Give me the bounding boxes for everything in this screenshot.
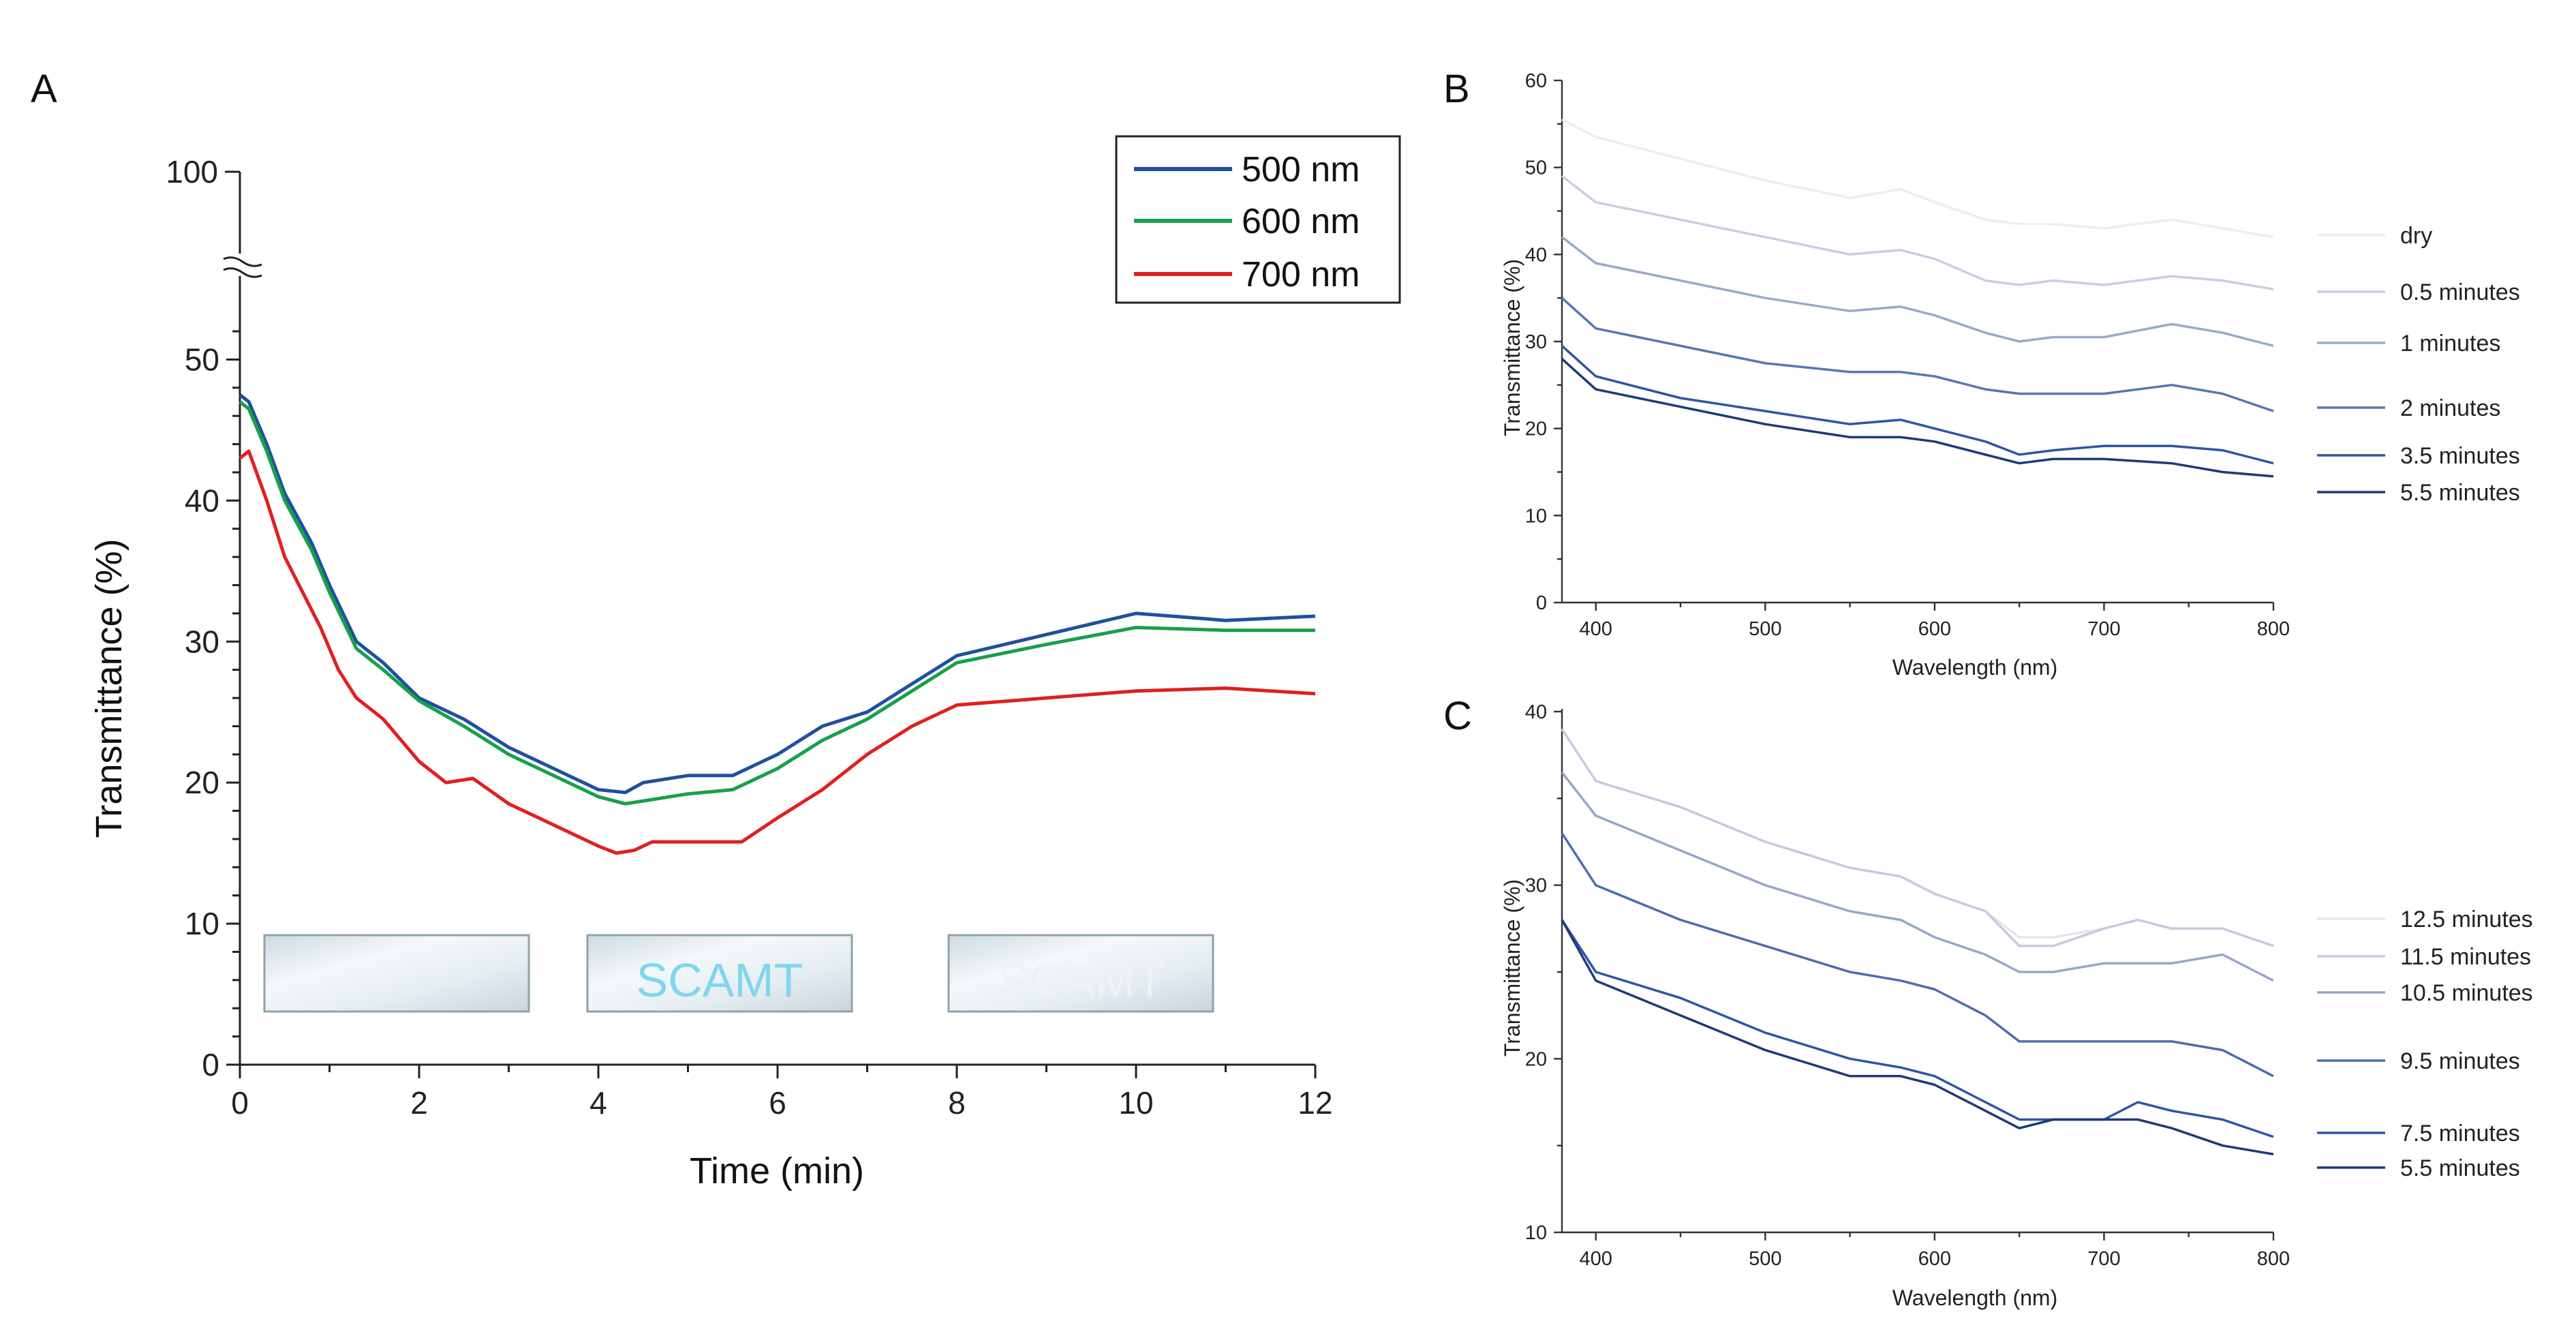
panel-c-legend-label-10-5-minutes: 10.5 minutes [2400, 980, 2533, 1006]
panel-c-x-tick-label: 400 [1580, 1248, 1612, 1270]
panel-b-y-tick-label: 40 [1525, 244, 1547, 266]
panel-a-x-tick-label: 0 [231, 1085, 249, 1121]
panel-c-series-7-5-minutes [1561, 919, 2274, 1138]
panel-b-legend-label-dry: dry [2400, 223, 2432, 249]
panel-b-y-tick-label: 30 [1525, 331, 1547, 353]
panel-c-y-axis-label: Transmittance (%) [1500, 879, 1524, 1056]
sample-thumbnails: SCAMT SCAMT [263, 934, 1214, 1013]
panel-b-series-1-minutes [1561, 236, 2274, 348]
panel-a-y-tick-label: 40 [185, 483, 219, 518]
panel-a-y-axis-label: Transmittance (%) [89, 538, 129, 838]
panel-c-y-tick-label: 10 [1525, 1222, 1547, 1244]
panel-b-y-tick-label: 60 [1525, 70, 1547, 92]
panel-a-x-tick-label: 6 [769, 1085, 786, 1121]
legend-label-700nm: 700 nm [1242, 255, 1360, 294]
panel-a-x-tick-label: 10 [1118, 1085, 1153, 1121]
panel-c-legend-label-7-5-minutes: 7.5 minutes [2400, 1121, 2520, 1146]
panel-c-series-11-5-minutes [1561, 728, 2274, 947]
panel-a-x-tick-label: 2 [410, 1085, 428, 1121]
panel-b-x-tick-label: 400 [1580, 618, 1612, 640]
panel-c-y-tick-label: 40 [1525, 701, 1547, 723]
panel-c-legend: 12.5 minutes 11.5 minutes 10.5 minutes 9.5 … [2317, 907, 2533, 1181]
panel-b-y-tick-label: 20 [1525, 419, 1547, 440]
panel-c-x-axis-label: Wavelength (nm) [1892, 1286, 2057, 1310]
panel-c-letter: C [1443, 694, 1472, 738]
panel-a-x-tick-label: 8 [948, 1085, 966, 1121]
sample-8min-thumbnail [947, 934, 1214, 1013]
panel-b-legend-label-0-5-minutes: 0.5 minutes [2400, 279, 2520, 305]
panel-c-x-tick-label: 800 [2257, 1248, 2290, 1270]
panel-b-ticks: 400 500 600 700 800 0 10 20 30 40 50 60 [1525, 70, 2290, 640]
panel-c-series-9-5-minutes [1561, 832, 2274, 1078]
series-line-600-nm [239, 400, 1315, 806]
panel-a-y-tick-label: 50 [185, 341, 219, 377]
panel-c-x-tick-label: 700 [2087, 1248, 2120, 1270]
panel-b-legend-label-1-minutes: 1 minutes [2400, 331, 2500, 356]
panel-c-legend-label-11-5-minutes: 11.5 minutes [2400, 944, 2531, 970]
panel-b-series-2-minutes [1561, 297, 2274, 412]
panel-b-y-tick-label: 50 [1525, 157, 1547, 179]
panel-c-x-tick-label: 600 [1918, 1248, 1951, 1270]
panel-b-x-tick-label: 600 [1918, 618, 1951, 640]
panel-b-x-tick-label: 700 [2087, 618, 2120, 640]
panel-b-y-axis-label: Transmittance (%) [1500, 259, 1524, 436]
series-line-700-nm [239, 449, 1316, 855]
panel-c-legend-label-12-5-minutes: 12.5 minutes [2400, 907, 2533, 932]
panel-a-y-tick-label: 10 [185, 906, 219, 941]
panel-a-lines [239, 393, 1316, 855]
panel-c-x-tick-label: 500 [1749, 1248, 1781, 1270]
panel-c-y-tick-label: 20 [1525, 1048, 1547, 1070]
panel-a-y-tick-label: 20 [185, 765, 219, 800]
panel-c-lines [1561, 728, 2274, 1156]
panel-b-series-5-5-minutes [1561, 358, 2274, 478]
panel-a-ticks: 0 2 4 6 8 10 12 0 10 20 30 40 50 [185, 330, 1333, 1121]
panel-b-legend-label-3-5-minutes: 3.5 minutes [2400, 443, 2520, 469]
panel-b-y-tick-label: 0 [1536, 592, 1547, 614]
panel-a-y-tick-label-100: 100 [166, 154, 218, 189]
panel-b-letter: B [1443, 67, 1470, 111]
series-line-500-nm [239, 393, 1316, 795]
panel-b-x-axis-label: Wavelength (nm) [1892, 655, 2057, 680]
panel-c-series-5-5-minutes [1561, 919, 2274, 1156]
panel-c-series-12-5-minutes [1561, 728, 2274, 947]
panel-c-ticks: 400 500 600 700 800 10 20 30 40 [1525, 701, 2290, 1270]
panel-b-legend-label-2-minutes: 2 minutes [2400, 395, 2500, 421]
legend-label-600nm: 600 nm [1242, 202, 1360, 241]
panel-a-legend: 500 nm 600 nm 700 nm [1115, 135, 1401, 304]
legend-label-500nm: 500 nm [1242, 150, 1360, 189]
sample-8min-text: SCAMT [998, 954, 1165, 1007]
panel-c-axes [1561, 709, 2273, 1234]
panel-a-y-tick-label: 0 [202, 1047, 219, 1082]
panel-b-lines [1561, 118, 2274, 478]
panel-b-y-tick-label: 10 [1525, 505, 1547, 527]
panel-b-series-3-5-minutes [1561, 345, 2274, 465]
panel-b-chart: B Transmittance (%) Wavelength (nm) 400 5… [1443, 67, 2520, 680]
panel-a-x-axis-label: Time (min) [690, 1151, 864, 1191]
panel-a-letter: A [31, 67, 57, 111]
panel-b-axes [1561, 80, 2273, 604]
panel-a-y-tick-label: 30 [185, 624, 219, 659]
sample-4min-text: SCAMT [637, 954, 803, 1007]
panel-b-series-dry [1561, 118, 2274, 239]
panel-b-legend: dry 0.5 minutes 1 minutes 2 minutes 3.5 minu… [2317, 223, 2520, 506]
panel-c-series-10-5-minutes [1561, 772, 2274, 982]
panel-b-series-0-5-minutes [1561, 175, 2274, 291]
panel-c-legend-label-5-5-minutes: 5.5 minutes [2400, 1155, 2520, 1181]
panel-b-x-tick-label: 500 [1749, 618, 1781, 640]
panel-b-x-tick-label: 800 [2257, 618, 2290, 640]
panel-c-chart: C Transmittance (%) Wavelength (nm) 400 5… [1443, 694, 2533, 1310]
panel-a-x-tick-label: 4 [589, 1085, 607, 1121]
panel-a-x-tick-label: 12 [1298, 1085, 1332, 1121]
panel-b-legend-label-5-5-minutes: 5.5 minutes [2400, 480, 2520, 506]
panel-c-legend-label-9-5-minutes: 9.5 minutes [2400, 1048, 2520, 1074]
sample-4min-thumbnail [586, 934, 853, 1013]
panel-c-y-tick-label: 30 [1525, 875, 1547, 897]
sample-dry-thumbnail [263, 934, 530, 1013]
panel-a-axis-break-icon [223, 256, 262, 278]
